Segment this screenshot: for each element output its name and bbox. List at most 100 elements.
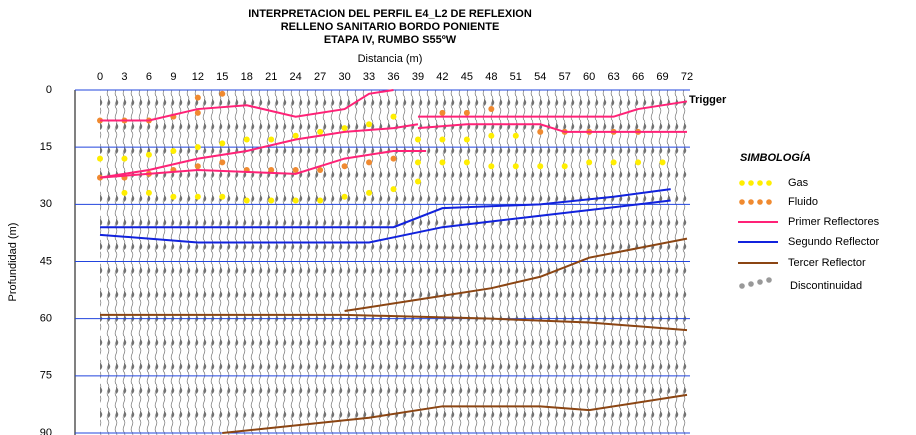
marker	[219, 159, 226, 166]
marker	[243, 136, 250, 143]
trace-texture	[100, 90, 687, 435]
chart-title: ETAPA IV, RUMBO S55ºW	[324, 34, 457, 46]
x-tick-label: 66	[632, 71, 644, 83]
marker	[561, 163, 568, 170]
x-tick-label: 54	[534, 71, 546, 83]
legend-label: Gas	[788, 177, 809, 189]
legend-swatch	[739, 180, 745, 186]
marker	[194, 193, 201, 200]
marker	[170, 193, 177, 200]
marker	[341, 163, 348, 170]
x-tick-label: 48	[485, 71, 497, 83]
y-tick-label: 90	[40, 427, 52, 435]
marker	[439, 136, 446, 143]
marker	[366, 121, 373, 128]
marker	[366, 159, 373, 166]
y-tick-label: 75	[40, 370, 52, 382]
legend-label: Discontinuidad	[790, 280, 862, 292]
marker	[317, 167, 324, 174]
marker	[463, 159, 470, 166]
legend-label: Tercer Reflector	[788, 257, 866, 269]
legend-swatch	[757, 199, 763, 205]
x-tick-label: 72	[681, 71, 693, 83]
x-tick-label: 18	[241, 71, 253, 83]
x-axis-label: Distancia (m)	[358, 53, 423, 65]
marker	[414, 136, 421, 143]
marker	[512, 132, 519, 139]
marker	[219, 193, 226, 200]
marker	[194, 163, 201, 170]
marker	[390, 155, 397, 162]
x-tick-label: 39	[412, 71, 424, 83]
reflector-line	[99, 89, 688, 179]
marker	[537, 128, 544, 135]
marker	[292, 167, 299, 174]
x-tick-label: 24	[290, 71, 302, 83]
y-tick-label: 15	[40, 141, 52, 153]
y-tick-label: 0	[46, 84, 52, 96]
marker	[219, 140, 226, 147]
x-tick-label: 9	[170, 71, 176, 83]
x-tick-label: 0	[97, 71, 103, 83]
marker	[659, 159, 666, 166]
legend-swatch	[757, 279, 763, 285]
x-tick-label: 3	[121, 71, 127, 83]
marker	[292, 197, 299, 204]
legend-title: SIMBOLOGÍA	[740, 151, 811, 164]
x-tick-label: 15	[216, 71, 228, 83]
marker	[121, 189, 128, 196]
marker	[610, 159, 617, 166]
marker	[366, 189, 373, 196]
marker	[488, 163, 495, 170]
x-tick-label: 27	[314, 71, 326, 83]
y-axis-label: Profundidad (m)	[7, 223, 19, 302]
marker	[488, 132, 495, 139]
marker	[586, 159, 593, 166]
legend-label: Fluido	[788, 196, 818, 208]
x-tick-label: 51	[510, 71, 522, 83]
legend-swatch	[739, 283, 745, 289]
x-tick-label: 21	[265, 71, 277, 83]
marker	[292, 132, 299, 139]
x-tick-label: 33	[363, 71, 375, 83]
x-tick-label: 42	[436, 71, 448, 83]
marker	[439, 109, 446, 116]
marker	[121, 155, 128, 162]
y-tick-label: 45	[40, 255, 52, 267]
marker	[268, 167, 275, 174]
x-tick-label: 12	[192, 71, 204, 83]
chart-title: INTERPRETACION DEL PERFIL E4_L2 DE REFLE…	[248, 8, 532, 20]
x-tick-label: 63	[608, 71, 620, 83]
marker	[488, 106, 495, 113]
marker	[341, 193, 348, 200]
legend-swatch	[766, 199, 772, 205]
marker	[390, 186, 397, 193]
marker	[414, 159, 421, 166]
reflector-line	[99, 188, 671, 244]
legend-label: Primer Reflectores	[788, 216, 880, 228]
marker	[635, 159, 642, 166]
x-tick-label: 57	[559, 71, 571, 83]
x-tick-label: 30	[338, 71, 350, 83]
annotation: Trigger	[689, 94, 727, 106]
marker	[170, 147, 177, 154]
marker	[463, 136, 470, 143]
legend-swatch	[766, 277, 772, 283]
x-tick-label: 45	[461, 71, 473, 83]
marker	[414, 178, 421, 185]
marker	[194, 94, 201, 101]
marker	[97, 155, 103, 162]
marker	[268, 136, 275, 143]
marker	[194, 144, 201, 151]
marker	[463, 109, 470, 116]
marker	[145, 151, 152, 158]
marker	[390, 113, 397, 120]
x-tick-label: 60	[583, 71, 595, 83]
marker	[268, 197, 275, 204]
marker	[537, 163, 544, 170]
legend-swatch	[748, 180, 754, 186]
x-tick-label: 69	[656, 71, 668, 83]
marker	[341, 125, 348, 132]
marker	[194, 109, 201, 116]
